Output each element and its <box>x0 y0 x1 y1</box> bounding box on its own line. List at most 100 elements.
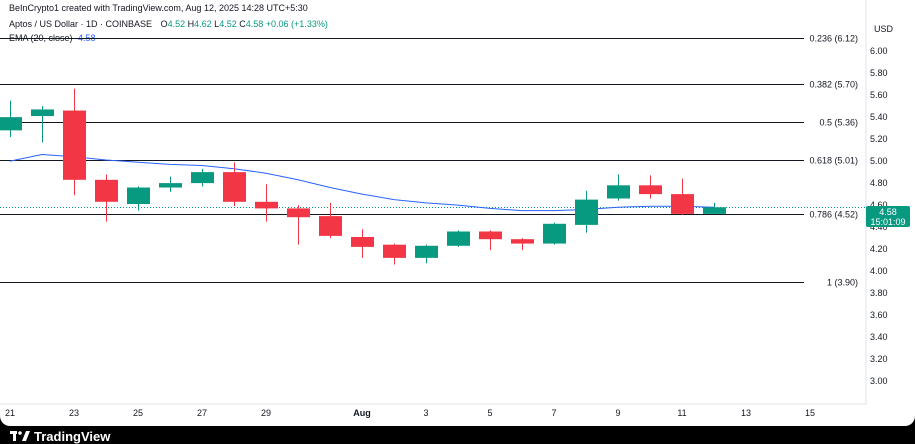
price-tick-0: 6.00 <box>870 46 888 56</box>
price-chart[interactable]: 0.236 (6.12) 0.382 (5.70) 0.5 (5.36) 0.618 … <box>0 0 915 426</box>
fib-label-5: 1 (3.90) <box>827 278 858 288</box>
candle-body <box>159 183 182 188</box>
candle-1 <box>31 106 54 143</box>
time-tick-3: 27 <box>197 408 207 418</box>
time-tick-4: 29 <box>261 408 271 418</box>
price-tick-9: 4.20 <box>870 244 888 254</box>
candle-body <box>511 239 534 244</box>
candle-5 <box>159 176 182 192</box>
open-value: 4.52 <box>167 19 186 29</box>
time-tick-12: 15 <box>805 408 815 418</box>
price-tick-11: 3.80 <box>870 288 888 298</box>
candle-3 <box>95 174 118 222</box>
time-tick-10: 11 <box>677 408 686 418</box>
candle-2 <box>63 88 86 196</box>
ohlc-legend[interactable]: Aptos / US Dollar · 1D · COINBASE O4.52 … <box>9 19 328 29</box>
currency-label: USD <box>874 24 894 34</box>
price-tick-15: 3.00 <box>870 376 888 386</box>
candle-body <box>223 172 246 202</box>
candle-body <box>63 110 86 180</box>
time-tick-0: 21 <box>5 408 15 418</box>
chart-frame: BeInCrypto1 created with TradingView.com… <box>0 0 915 426</box>
high-value: 4.62 <box>194 19 212 29</box>
last-price: 4.58 <box>879 207 897 217</box>
tradingview-footer[interactable]: TradingView <box>10 428 110 444</box>
candle-body <box>575 199 598 225</box>
last-price-tag: 4.58 15:01:09 <box>866 206 910 227</box>
price-tick-1: 5.80 <box>870 68 888 78</box>
brand-name: TradingView <box>34 428 111 444</box>
candle-body <box>415 245 438 258</box>
candle-body <box>255 201 278 209</box>
candle-body <box>543 223 566 244</box>
price-tick-12: 3.60 <box>870 310 888 320</box>
price-tick-3: 5.40 <box>870 112 888 122</box>
candle-body <box>191 172 214 184</box>
candle-body <box>127 187 150 205</box>
candle-body <box>31 109 54 117</box>
fib-label-1: 0.382 (5.70) <box>809 80 858 90</box>
time-tick-7: 5 <box>487 408 492 418</box>
candle-body <box>703 207 726 214</box>
candle-body <box>287 208 310 218</box>
symbol-name: Aptos / US Dollar · 1D · COINBASE <box>9 19 153 29</box>
candle-0 <box>0 100 22 137</box>
candle-6 <box>191 168 214 187</box>
candle-21 <box>671 178 694 215</box>
fib-label-0: 0.236 (6.12) <box>809 34 858 44</box>
fib-levels: 0.236 (6.12) 0.382 (5.70) 0.5 (5.36) 0.618 … <box>0 34 866 288</box>
time-tick-8: 7 <box>551 408 556 418</box>
high-label: H <box>187 19 195 29</box>
candle-4 <box>127 186 150 211</box>
price-tick-7: 4.60 <box>870 200 888 210</box>
candle-13 <box>415 244 438 264</box>
price-tick-6: 4.80 <box>870 178 888 188</box>
price-tick-2: 5.60 <box>870 90 888 100</box>
candle-body <box>95 179 118 202</box>
candle-19 <box>607 174 630 201</box>
time-tick-11: 13 <box>741 408 751 418</box>
candle-11 <box>351 229 374 258</box>
time-tick-6: 3 <box>423 408 428 418</box>
candle-8 <box>255 184 278 222</box>
time-tick-5: Aug <box>353 408 371 418</box>
time-tick-1: 23 <box>69 408 79 418</box>
tradingview-logo-icon <box>10 431 30 441</box>
price-tick-5: 5.00 <box>870 156 888 166</box>
close-value: 4.58 <box>245 19 264 29</box>
fib-label-4: 0.786 (4.52) <box>809 210 858 220</box>
candle-9 <box>287 205 310 245</box>
price-tick-10: 4.00 <box>870 266 888 276</box>
price-tick-13: 3.40 <box>870 332 888 342</box>
candle-20 <box>639 175 662 199</box>
candle-body <box>479 231 502 240</box>
price-axis[interactable]: 6.00 5.80 5.60 5.40 5.20 5.00 4.80 4.60 4.40 4.20… <box>870 46 888 386</box>
candle-body <box>639 185 662 195</box>
candle-14 <box>447 230 470 247</box>
candle-body <box>351 236 374 247</box>
candle-22 <box>703 202 726 214</box>
price-tick-4: 5.20 <box>870 134 888 144</box>
candle-body <box>607 185 630 199</box>
candle-body <box>0 117 22 131</box>
candle-16 <box>511 238 534 251</box>
low-value: 4.52 <box>219 19 237 29</box>
candle-7 <box>223 162 246 207</box>
bar-countdown: 15:01:09 <box>870 217 906 227</box>
time-tick-9: 9 <box>615 408 620 418</box>
credit-text: BeInCrypto1 created with TradingView.com… <box>9 3 308 13</box>
candles <box>0 88 726 265</box>
candle-body <box>383 244 406 258</box>
price-tick-14: 3.20 <box>870 354 888 364</box>
candle-12 <box>383 243 406 265</box>
low-label: L <box>214 19 220 29</box>
candle-body <box>447 231 470 246</box>
close-label: C <box>239 19 246 29</box>
candle-17 <box>543 222 566 245</box>
price-tick-8: 4.40 <box>870 222 888 232</box>
candle-18 <box>575 190 598 233</box>
candle-10 <box>319 202 342 239</box>
change-value: +0.06 (+1.33%) <box>265 19 328 29</box>
time-axis[interactable]: 21 23 25 27 29 Aug 3 5 7 9 11 13 15 <box>5 408 815 418</box>
candle-body <box>319 216 342 236</box>
